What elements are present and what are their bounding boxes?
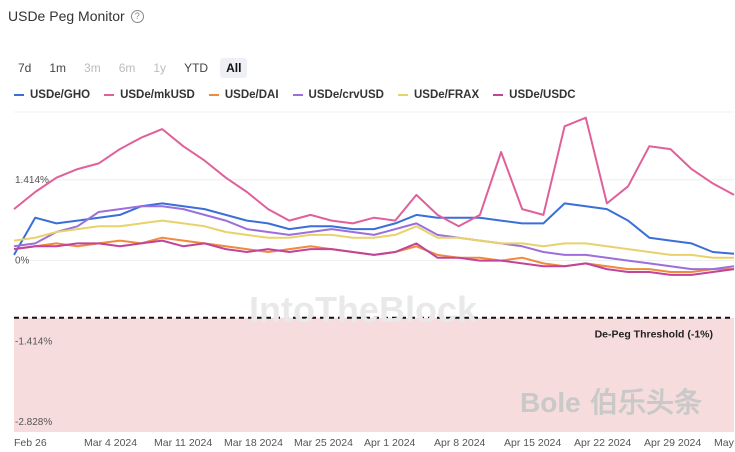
legend-label: USDe/FRAX bbox=[413, 89, 480, 101]
legend-label: USDe/GHO bbox=[30, 89, 91, 101]
legend-item[interactable]: USDe/mkUSD bbox=[104, 89, 195, 101]
legend-swatch bbox=[208, 93, 219, 97]
legend-item[interactable]: USDe/DAI bbox=[208, 89, 279, 101]
legend-item[interactable]: USDe/USDC bbox=[493, 89, 576, 101]
x-tick-label: Apr 15 2024 bbox=[504, 437, 561, 449]
x-tick-label: Apr 29 2024 bbox=[644, 437, 701, 449]
chart-legend: USDe/GHO USDe/mkUSD USDe/DAI USDe/crvUSD USD… bbox=[14, 89, 576, 101]
range-button-ytd[interactable]: YTD bbox=[184, 61, 209, 75]
legend-label: USDe/crvUSD bbox=[308, 89, 384, 101]
range-button-1y[interactable]: 1y bbox=[153, 61, 167, 75]
page-title: USDe Peg Monitor ? bbox=[8, 8, 144, 24]
series-line-usde-gho bbox=[13, 202, 735, 256]
depeg-threshold-label: De-Peg Threshold (-1%) bbox=[595, 329, 713, 341]
x-tick-label: Mar 18 2024 bbox=[224, 437, 283, 449]
series-line-usde-mkusd bbox=[13, 116, 735, 228]
x-tick-label: Feb 26 bbox=[14, 437, 47, 449]
x-tick-label: Apr 22 2024 bbox=[574, 437, 631, 449]
range-button-7d[interactable]: 7d bbox=[18, 61, 32, 75]
y-tick-label: 1.414% bbox=[15, 175, 49, 186]
legend-item[interactable]: USDe/FRAX bbox=[397, 89, 480, 101]
legend-label: USDe/DAI bbox=[224, 89, 279, 101]
series-line-usde-frax bbox=[13, 219, 734, 259]
legend-swatch bbox=[14, 93, 24, 97]
legend-swatch bbox=[292, 93, 303, 97]
series-line-usde-crvusd bbox=[13, 205, 735, 271]
range-button-all[interactable]: All bbox=[220, 58, 248, 78]
x-tick-label: Apr 1 2024 bbox=[364, 437, 416, 449]
range-button-1m[interactable]: 1m bbox=[49, 61, 67, 75]
x-tick-label: Mar 4 2024 bbox=[84, 437, 137, 449]
y-tick-label: 0% bbox=[15, 256, 30, 267]
legend-label: USDe/mkUSD bbox=[120, 89, 195, 101]
x-tick-label: Mar 25 2024 bbox=[294, 437, 353, 449]
corner-watermark-cjk: 伯乐头条 bbox=[590, 387, 702, 418]
page-title-text: USDe Peg Monitor bbox=[8, 8, 125, 24]
x-tick-label: Mar 11 2024 bbox=[154, 437, 212, 449]
info-circle-icon[interactable]: ? bbox=[130, 9, 144, 23]
legend-swatch bbox=[493, 93, 504, 97]
legend-swatch bbox=[397, 93, 408, 97]
legend-item[interactable]: USDe/crvUSD bbox=[292, 89, 384, 101]
x-tick-label: Apr 8 2024 bbox=[434, 437, 486, 449]
range-button-6m[interactable]: 6m bbox=[118, 61, 136, 75]
y-tick-label: -1.414% bbox=[15, 336, 52, 347]
range-button-3m[interactable]: 3m bbox=[84, 61, 101, 75]
legend-swatch bbox=[104, 93, 115, 97]
legend-item[interactable]: USDe/GHO bbox=[14, 89, 90, 101]
legend-label: USDe/USDC bbox=[509, 89, 576, 101]
depeg-threshold-region bbox=[14, 317, 734, 432]
y-tick-label: -2.828% bbox=[15, 417, 52, 428]
watermark-text: IntoTheBlock bbox=[249, 289, 478, 330]
time-range-selector: 7d 1m 3m 6m 1y YTD All bbox=[12, 58, 248, 78]
corner-watermark-latin: Bole bbox=[520, 387, 581, 418]
series-line-usde-usdc bbox=[13, 239, 735, 276]
x-tick-label: May 6 bbox=[714, 437, 735, 449]
